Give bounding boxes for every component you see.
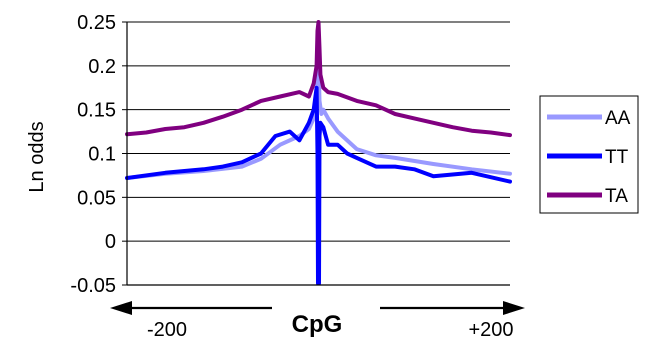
x-axis-title: CpG — [292, 311, 343, 338]
x-axis-arrow — [110, 301, 525, 315]
legend-label-tt: TT — [605, 147, 629, 168]
arrow-left-icon — [110, 301, 132, 315]
y-axis-title: Ln odds — [26, 121, 48, 192]
x-tick-label-max: +200 — [468, 319, 513, 341]
y-tick-label: 0.15 — [77, 100, 116, 122]
legend: AA TT TA — [539, 95, 639, 214]
y-tick-label: -0.05 — [70, 275, 116, 297]
y-tick-label: 0.05 — [77, 187, 116, 209]
y-tick-label: 0 — [105, 231, 116, 253]
legend-label-aa: AA — [605, 108, 631, 129]
y-axis-ticks: 0.25 0.2 0.15 0.1 0.05 0 -0.05 — [70, 12, 127, 297]
series-line-ta — [125, 20, 512, 138]
y-tick-label: 0.1 — [88, 144, 116, 166]
y-tick-label: 0.2 — [88, 56, 116, 78]
arrow-right-icon — [503, 301, 525, 315]
legend-label-ta: TA — [605, 186, 628, 207]
series-line-tt — [125, 85, 512, 286]
x-tick-label-min: -200 — [147, 319, 187, 341]
series-lines — [125, 20, 512, 286]
y-tick-label: 0.25 — [77, 12, 116, 34]
